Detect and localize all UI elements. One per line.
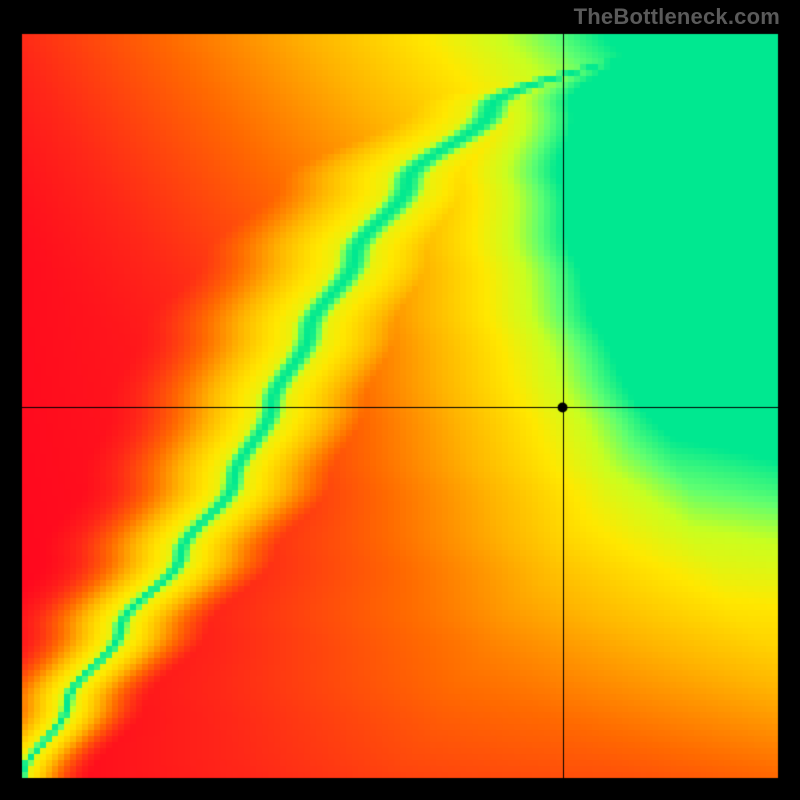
- watermark-text: TheBottleneck.com: [574, 4, 780, 30]
- heatmap-canvas: [0, 0, 800, 800]
- chart-container: TheBottleneck.com: [0, 0, 800, 800]
